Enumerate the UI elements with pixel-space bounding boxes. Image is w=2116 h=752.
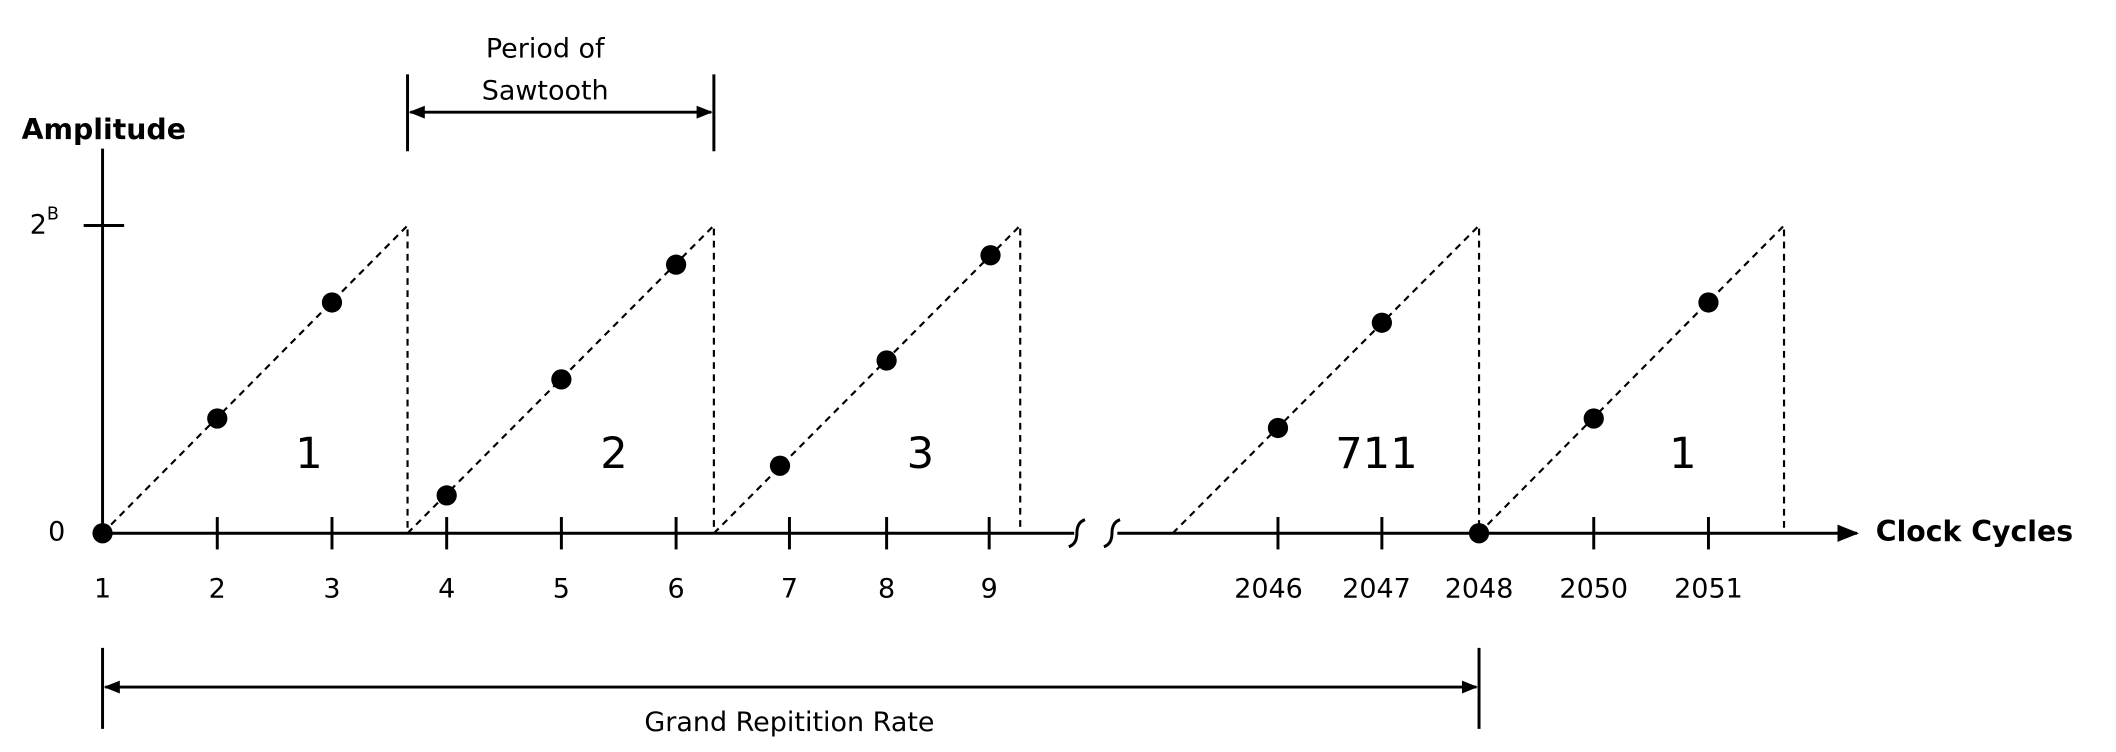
x-tick-label: 2046	[1234, 573, 1303, 604]
sawtooth-label: 1	[295, 429, 322, 479]
period-label: Period of	[486, 34, 606, 65]
x-tick-label: 9	[981, 573, 998, 604]
sawtooth-labels: 1 2 3 711 1	[295, 429, 1696, 479]
y-axis-title: Amplitude	[22, 113, 186, 146]
x-tick-label: 2048	[1445, 573, 1514, 604]
x-tick-label: 2	[209, 573, 226, 604]
grand-arrow	[101, 647, 1481, 729]
x-tick-labels: 1 2 3 4 5 6 7 8 9 2046 2047 2048 2050 2051	[94, 573, 1743, 604]
y-top-sup: B	[47, 205, 59, 225]
x-tick-label: 6	[668, 573, 685, 604]
y-top-label: 2B	[30, 205, 59, 240]
sawtooth-label: 3	[907, 429, 934, 479]
axes	[83, 148, 1860, 550]
sawtooth-label: 1	[1669, 429, 1696, 479]
x-tick-label: 3	[323, 573, 340, 604]
x-tick-label: 7	[781, 573, 798, 604]
x-tick-label: 2051	[1674, 573, 1743, 604]
x-tick-label: 4	[438, 573, 455, 604]
sawtooth	[101, 222, 1786, 534]
grand-label: Grand Repitition Rate	[644, 707, 934, 738]
sawtooth-label: 711	[1335, 429, 1417, 479]
sawtooth-label: 2	[600, 429, 627, 479]
x-tick-label: 2050	[1559, 573, 1628, 604]
x-axis-title: Clock Cycles	[1876, 515, 2073, 548]
x-tick-label: 1	[94, 573, 111, 604]
y-top-base: 2	[30, 209, 47, 240]
period-label: Sawtooth	[482, 75, 609, 106]
period-arrow	[406, 74, 716, 152]
sample-dots	[92, 245, 1719, 544]
x-tick-label: 2047	[1342, 573, 1411, 604]
x-tick-label: 5	[553, 573, 570, 604]
y-zero-label: 0	[48, 517, 65, 548]
x-tick-label: 8	[878, 573, 895, 604]
